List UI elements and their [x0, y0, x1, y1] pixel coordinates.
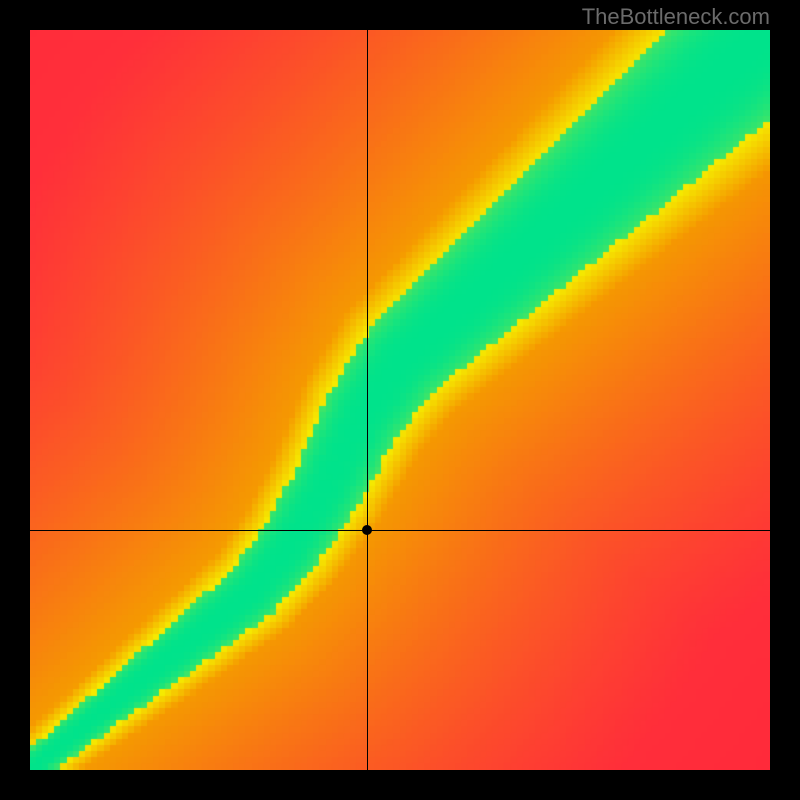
heatmap-canvas — [30, 30, 770, 770]
marker-dot — [362, 525, 372, 535]
crosshair-vertical — [367, 30, 368, 770]
crosshair-horizontal — [30, 530, 770, 531]
watermark-text: TheBottleneck.com — [582, 4, 770, 30]
chart-container — [30, 30, 770, 770]
